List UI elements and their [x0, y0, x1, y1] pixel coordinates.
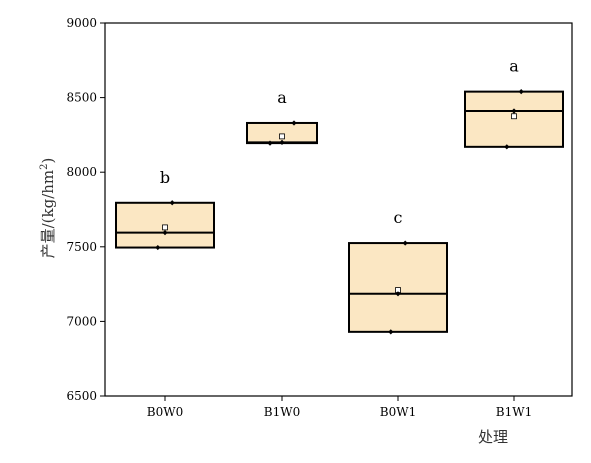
- boxes-group: b a c a: [115, 57, 564, 335]
- data-point: [395, 291, 401, 297]
- y-axis-title-main: 产量/(kg/hm: [39, 170, 57, 259]
- y-tick-label: 8500: [66, 91, 97, 105]
- significance-label: a: [277, 88, 287, 107]
- mean-marker: [279, 133, 285, 140]
- data-point: [279, 139, 285, 145]
- box-rect: [464, 90, 564, 148]
- data-point: [155, 244, 161, 251]
- data-point: [162, 230, 168, 236]
- data-point: [511, 108, 517, 114]
- data-point: [518, 89, 524, 95]
- mean-marker: [162, 224, 168, 231]
- box-b1w1: a: [464, 57, 564, 150]
- x-tick-label: B0W1: [380, 405, 416, 419]
- y-axis-title-sup: 2: [39, 163, 50, 169]
- box-b1w0: a: [246, 88, 318, 146]
- x-tick-label: B0W0: [147, 405, 183, 419]
- data-point: [504, 144, 510, 150]
- significance-label: b: [160, 168, 170, 187]
- data-point: [291, 120, 297, 126]
- data-point: [169, 200, 175, 206]
- x-axis-title: 处理: [478, 428, 508, 446]
- y-axis-title-suffix: ): [39, 158, 57, 164]
- y-tick-label: 9000: [66, 16, 97, 30]
- y-tick-label: 7000: [66, 314, 97, 328]
- significance-label: c: [394, 208, 403, 227]
- y-tick-label: 8000: [66, 165, 97, 179]
- data-point: [267, 140, 273, 146]
- box-b0w1: c: [348, 208, 448, 335]
- x-axis-ticks: B0W0 B1W0 B0W1 B1W1: [147, 396, 532, 419]
- y-axis-ticks: 6500 7000 7500 8000 8500 9000: [66, 16, 105, 403]
- x-tick-label: B1W1: [496, 405, 532, 419]
- x-tick-label: B1W0: [264, 405, 300, 419]
- data-point: [402, 240, 408, 246]
- plot-frame: [104, 22, 573, 397]
- y-tick-label: 7500: [66, 240, 97, 254]
- y-tick-label: 6500: [66, 389, 97, 403]
- mean-marker: [511, 113, 517, 120]
- significance-label: a: [509, 57, 519, 76]
- y-axis-title: 产量/(kg/hm2): [39, 158, 57, 259]
- box-b0w0: b: [115, 168, 215, 251]
- data-point: [388, 329, 394, 335]
